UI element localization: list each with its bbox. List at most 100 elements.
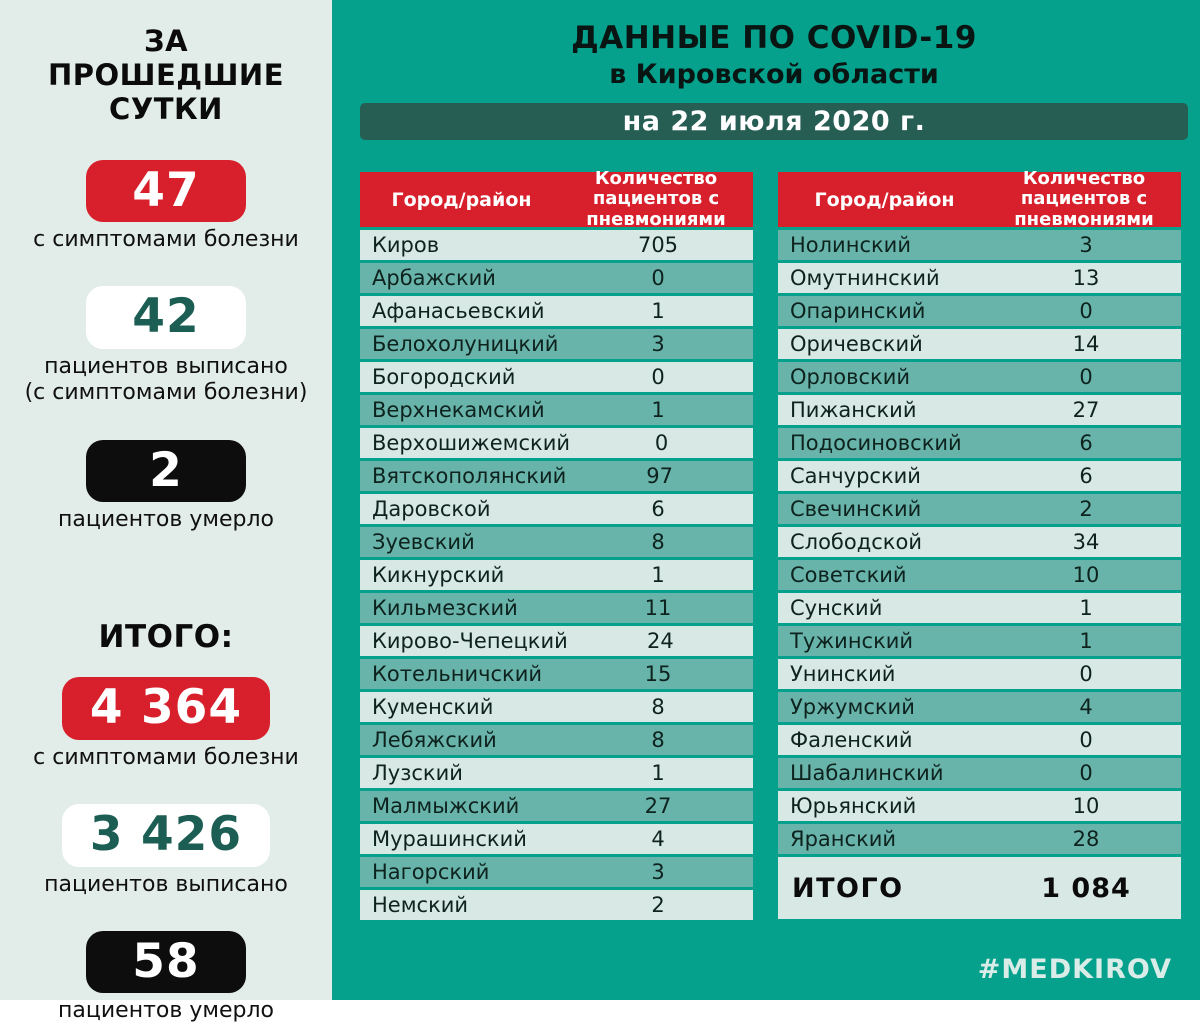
patient-count: 6 [651, 497, 665, 521]
stat-block-white: 3 426 пациентов выписано [0, 804, 332, 898]
district-name: Киров [372, 233, 440, 257]
patient-count: 10 [1072, 563, 1100, 587]
stat-label: пациентов выписано [44, 871, 288, 897]
patient-count: 8 [651, 530, 665, 554]
tables-container: Город/район Количество пациентов с пневмо… [360, 168, 1188, 923]
table-row: Богородский 0 [360, 362, 753, 392]
table-row: Яранский 28 [778, 824, 1181, 854]
table-row: Слободской 34 [778, 527, 1181, 557]
table-row: Унинский 0 [778, 659, 1181, 689]
district-name: Юрьянский [790, 794, 917, 818]
district-name: Лебяжский [372, 728, 497, 752]
district-name: Свечинский [790, 497, 922, 521]
district-name: Котельничский [372, 662, 543, 686]
patient-count: 0 [1079, 761, 1093, 785]
table-header-row: Город/район Количество пациентов с пневмо… [778, 168, 1181, 230]
table-row: Котельничский 15 [360, 659, 753, 689]
table-row: Фаленский 0 [778, 725, 1181, 755]
patient-count: 1 [1079, 629, 1093, 653]
district-name: Афанасьевский [372, 299, 545, 323]
patient-count: 0 [1079, 299, 1093, 323]
pneumonia-table-right: Город/район Количество пациентов с пневмо… [778, 168, 1181, 923]
patient-count: 1 [1079, 596, 1093, 620]
patient-count: 0 [1079, 365, 1093, 389]
table-row: Кирово-Чепецкий 24 [360, 626, 753, 656]
patient-count: 0 [1079, 728, 1093, 752]
stat-value-badge: 3 426 [61, 804, 271, 867]
district-name: Сунский [790, 596, 883, 620]
pneumonia-table-left: Город/район Количество пациентов с пневмо… [360, 168, 753, 923]
stat-label: с симптомами болезни [33, 227, 299, 253]
stat-value-badge: 42 [86, 286, 246, 349]
patient-count: 2 [1079, 497, 1093, 521]
stat-block-red: 47 с симптомами болезни [0, 159, 332, 254]
patient-count: 97 [646, 464, 673, 488]
patient-count: 11 [644, 596, 672, 620]
table-row: Омутнинский 13 [778, 263, 1181, 293]
district-name: Уржумский [790, 695, 915, 719]
district-name: Фаленский [790, 728, 913, 752]
table-row: Лузский 1 [360, 758, 753, 788]
district-name: Оричевский [790, 332, 923, 356]
table-row: Пижанский 27 [778, 395, 1181, 425]
table-row: Белохолуницкий 3 [360, 329, 753, 359]
stat-value-badge: 2 [86, 439, 246, 502]
district-name: Слободской [790, 530, 922, 554]
district-name: Опаринский [790, 299, 926, 323]
column-header-patient-count: Количество пациентов с пневмониями [1014, 168, 1154, 230]
stat-block-black: 2 пациентов умерло [0, 439, 332, 534]
patient-count: 1 [651, 299, 665, 323]
table-row: Верхнекамский 1 [360, 395, 753, 425]
district-name: Нолинский [790, 233, 911, 257]
total-value: 1 084 [1041, 872, 1131, 904]
district-name: Тужинский [790, 629, 914, 653]
table-total-row: ИТОГО 1 084 [778, 857, 1181, 919]
patient-count: 8 [651, 728, 665, 752]
column-header-district: Город/район [814, 188, 955, 211]
table-row: Нолинский 3 [778, 230, 1181, 260]
district-name: Яранский [790, 827, 897, 851]
patient-count: 27 [644, 794, 672, 818]
district-name: Подосиновский [790, 431, 962, 455]
table-row: Вятскополянский 97 [360, 461, 753, 491]
column-header-district: Город/район [391, 188, 532, 211]
district-name: Кильмезский [372, 596, 518, 620]
district-name: Омутнинский [790, 266, 940, 290]
main-title: ДАННЫЕ ПО COVID-19 [571, 20, 977, 56]
table-row: Тужинский 1 [778, 626, 1181, 656]
table-row: Уржумский 4 [778, 692, 1181, 722]
table-row: Верхошижемский 0 [360, 428, 753, 458]
table-row: Санчурский 6 [778, 461, 1181, 491]
district-name: Орловский [790, 365, 911, 389]
table-row: Куменский 8 [360, 692, 753, 722]
table-row: Киров 705 [360, 230, 753, 260]
patient-count: 8 [651, 695, 665, 719]
stat-label: пациентов умерло [58, 998, 274, 1024]
table-row: Подосиновский 6 [778, 428, 1181, 458]
district-name: Даровской [372, 497, 491, 521]
table-row: Зуевский 8 [360, 527, 753, 557]
table-row: Шабалинский 0 [778, 758, 1181, 788]
patient-count: 0 [651, 365, 665, 389]
district-name: Богородский [372, 365, 516, 389]
totals-heading: ИТОГО: [98, 619, 234, 656]
table-row: Афанасьевский 1 [360, 296, 753, 326]
table-row: Оричевский 14 [778, 329, 1181, 359]
table-row: Опаринский 0 [778, 296, 1181, 326]
district-name: Вятскополянский [372, 464, 567, 488]
stat-value-badge: 4 364 [61, 677, 271, 740]
column-header-patient-count: Количество пациентов с пневмониями [586, 168, 726, 230]
patient-count: 3 [651, 332, 665, 356]
patient-count: 1 [651, 563, 665, 587]
patient-count: 4 [651, 827, 665, 851]
stat-label: пациентов умерло [58, 507, 274, 532]
stat-block-black: 58 пациентов умерло [0, 930, 332, 1025]
total-stats-list: 4 364 с симптомами болезни 3 426 пациентов … [0, 677, 332, 1024]
patient-count: 0 [1079, 662, 1093, 686]
patient-count: 13 [1072, 266, 1100, 290]
table-row: Малмыжский 27 [360, 791, 753, 821]
date-banner: на 22 июля 2020 г. [360, 103, 1188, 140]
stat-value-badge: 47 [86, 159, 246, 223]
stat-label: пациентов выписано (с симптомами болезни) [24, 353, 308, 406]
